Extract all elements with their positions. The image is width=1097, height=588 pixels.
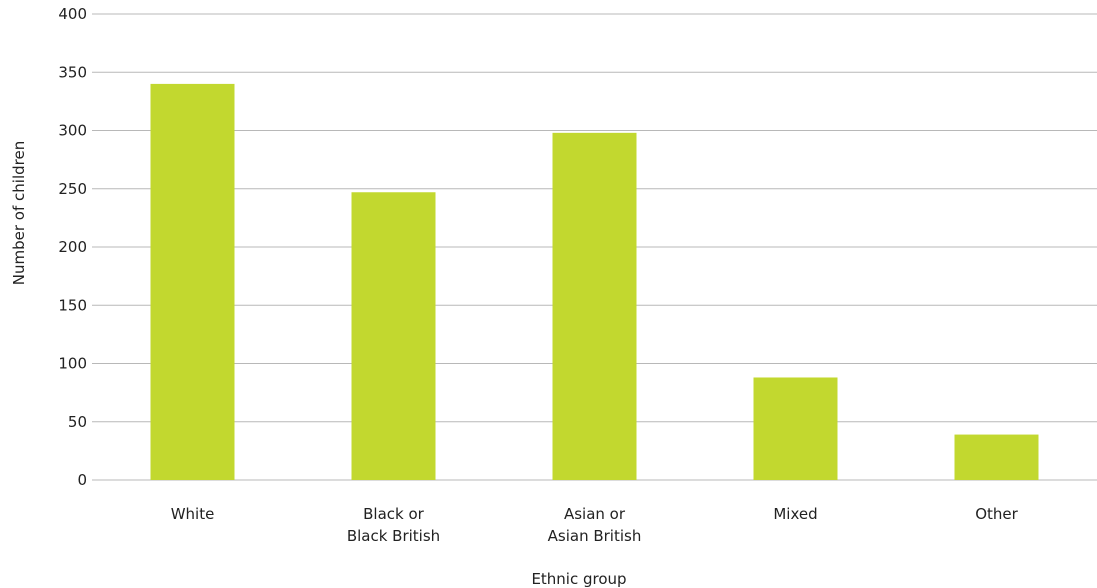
x-axis-label: Ethnic group [531,570,626,588]
bar [954,434,1039,480]
x-tick-label: Asian or Asian British [548,505,642,545]
x-axis-tick-labels: White Black or Black British Asian or Asian … [171,505,1019,545]
bar [150,83,235,481]
x-tick-label: Other [975,505,1018,523]
y-tick-label: 100 [58,355,87,373]
y-tick-label: 350 [58,63,87,81]
bars [150,83,1039,481]
y-tick-label: 50 [68,413,87,431]
y-tick-label: 200 [58,238,87,256]
x-tick-label: Black or Black British [347,505,440,545]
y-tick-label: 0 [77,471,87,489]
y-tick-label: 300 [58,122,87,140]
y-axis-tick-labels: 0 50 100 150 200 250 300 350 400 [58,5,87,489]
bar [753,377,838,480]
y-tick-label: 150 [58,296,87,314]
bar [552,132,637,480]
y-tick-label: 250 [58,180,87,198]
x-tick-label: White [171,505,215,523]
y-tick-label: 400 [58,5,87,23]
x-tick-label: Mixed [773,505,817,523]
y-axis-label: Number of children [10,141,28,285]
bar [351,192,436,480]
